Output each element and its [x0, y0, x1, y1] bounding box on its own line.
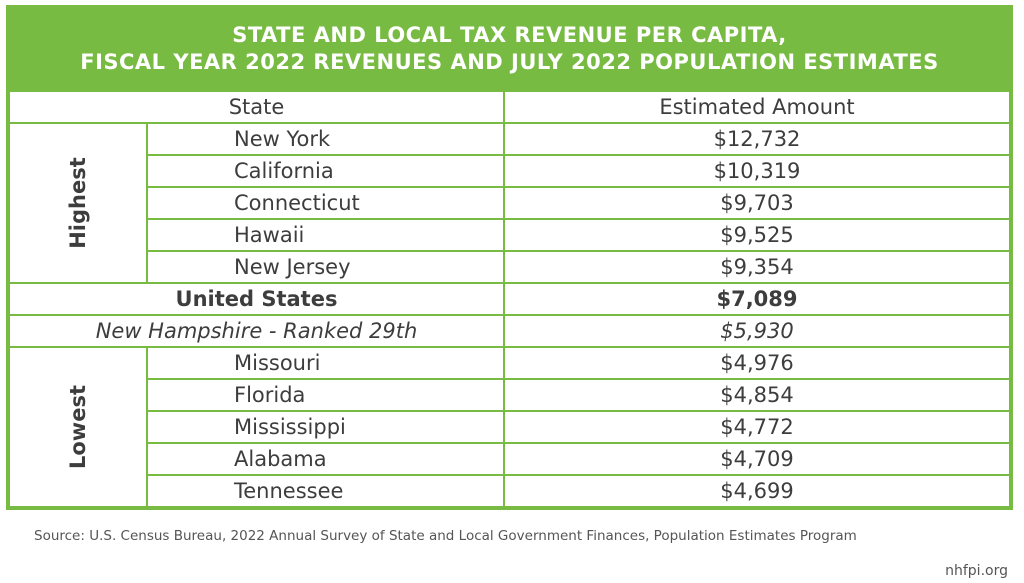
table-row: New Jersey $9,354 — [9, 250, 1011, 284]
table-row: Lowest Missouri $4,976 — [8, 346, 1011, 508]
amount-cell: $4,976 — [503, 346, 1011, 380]
group-label: Highest — [66, 157, 90, 249]
table-row: Florida $4,854 — [9, 378, 1011, 412]
amount-cell: $4,772 — [503, 410, 1011, 444]
amount-cell: $9,354 — [503, 250, 1011, 284]
group-label: Lowest — [66, 385, 90, 469]
site-credit: nhfpi.org — [945, 563, 1008, 579]
amount-cell: $4,699 — [503, 474, 1011, 508]
amount-cell: $4,709 — [503, 442, 1011, 476]
amount-cell: $7,089 — [503, 282, 1011, 316]
state-cell: Hawaii — [146, 218, 505, 252]
state-cell: California — [146, 154, 505, 188]
state-cell: Connecticut — [146, 186, 505, 220]
state-cell: Tennessee — [146, 474, 505, 508]
amount-cell: $12,732 — [503, 122, 1011, 156]
state-cell: Missouri — [146, 346, 505, 380]
state-cell: Mississippi — [146, 410, 505, 444]
header-amount: Estimated Amount — [503, 90, 1011, 124]
header-state: State — [8, 90, 505, 124]
amount-cell: $9,703 — [503, 186, 1011, 220]
header-row: State Estimated Amount — [8, 90, 1011, 124]
state-cell: United States — [8, 282, 505, 316]
tax-table-container: STATE AND LOCAL TAX REVENUE PER CAPITA, … — [6, 5, 1013, 510]
table-row: Connecticut $9,703 — [9, 186, 1011, 220]
title-line-1: STATE AND LOCAL TAX REVENUE PER CAPITA, — [232, 23, 787, 47]
state-cell: New Jersey — [146, 250, 505, 284]
table-row: Hawaii $9,525 — [9, 218, 1011, 252]
table-row: Tennessee $4,699 — [9, 474, 1011, 508]
table-row: Mississippi $4,772 — [9, 410, 1011, 444]
source-note: Source: U.S. Census Bureau, 2022 Annual … — [34, 528, 857, 544]
amount-cell: $5,930 — [503, 314, 1011, 348]
amount-cell: $9,525 — [503, 218, 1011, 252]
group-highest: Highest — [8, 122, 148, 284]
state-cell: New York — [146, 122, 505, 156]
tax-table: State Estimated Amount Highest New York … — [8, 90, 1011, 508]
state-cell: Florida — [146, 378, 505, 412]
amount-cell: $10,319 — [503, 154, 1011, 188]
title-line-2: FISCAL YEAR 2022 REVENUES AND JULY 2022 … — [80, 50, 939, 74]
us-row: United States $7,089 — [8, 282, 1011, 316]
table-row: California $10,319 — [9, 154, 1011, 188]
nh-row: New Hampshire - Ranked 29th $5,930 — [8, 314, 1011, 348]
amount-cell: $4,854 — [503, 378, 1011, 412]
table-title: STATE AND LOCAL TAX REVENUE PER CAPITA, … — [8, 7, 1011, 90]
state-cell: Alabama — [146, 442, 505, 476]
state-cell: New Hampshire - Ranked 29th — [8, 314, 505, 348]
table-row: Alabama $4,709 — [9, 442, 1011, 476]
group-lowest: Lowest — [8, 346, 148, 508]
table-row: Highest New York $12,732 — [8, 122, 1011, 284]
